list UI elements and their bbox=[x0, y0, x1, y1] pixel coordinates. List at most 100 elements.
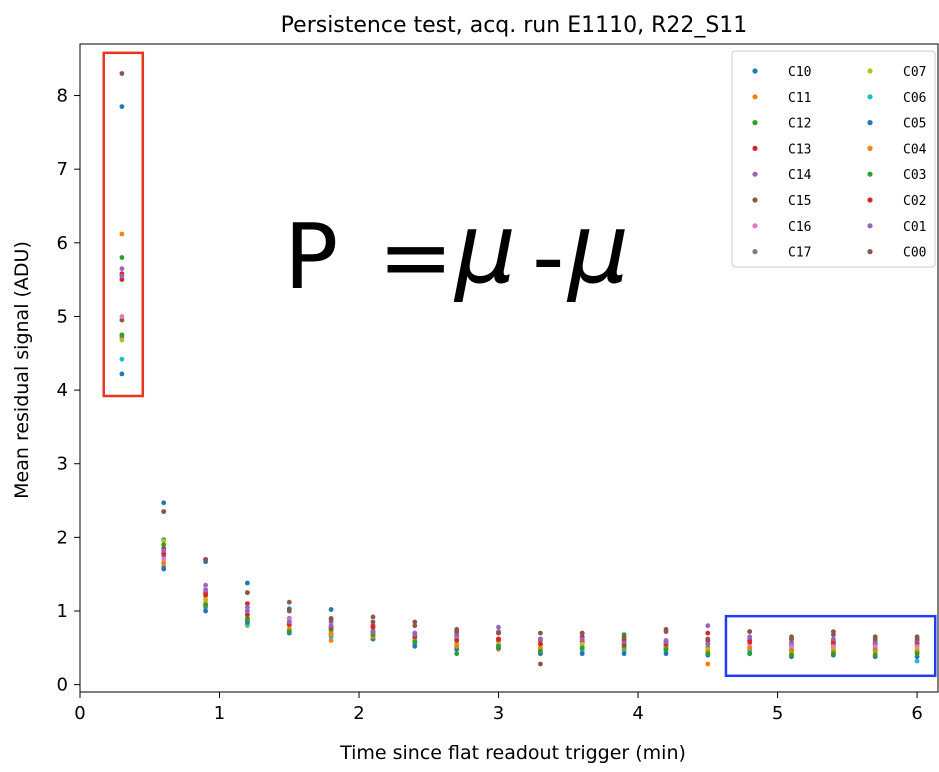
legend-marker bbox=[867, 120, 873, 126]
point-c14 bbox=[119, 266, 125, 271]
point-c03 bbox=[119, 332, 125, 338]
point-c04 bbox=[454, 643, 460, 649]
y-tick-label: 5 bbox=[57, 306, 68, 327]
legend-item-c14: C14 bbox=[752, 168, 812, 183]
legend-item-c04: C04 bbox=[867, 142, 927, 157]
point-c01 bbox=[831, 636, 836, 642]
point-c00 bbox=[286, 608, 292, 614]
legend-item-c07: C07 bbox=[867, 65, 926, 80]
point-c05 bbox=[119, 371, 125, 377]
point-c16 bbox=[161, 557, 167, 562]
legend-marker bbox=[867, 171, 873, 177]
point-c12 bbox=[119, 255, 125, 260]
point-c01 bbox=[412, 632, 418, 637]
point-c03 bbox=[872, 652, 878, 658]
legend-marker bbox=[752, 249, 758, 255]
x-tick-label: 2 bbox=[353, 703, 364, 724]
point-c16 bbox=[119, 314, 125, 319]
point-c10 bbox=[119, 104, 125, 109]
point-c05 bbox=[161, 566, 167, 572]
point-c06 bbox=[914, 658, 920, 664]
point-c01 bbox=[328, 623, 334, 629]
point-c14 bbox=[705, 623, 711, 629]
point-c07 bbox=[203, 597, 209, 603]
y-tick-label: 3 bbox=[57, 454, 68, 475]
point-c10 bbox=[161, 500, 167, 506]
point-c14 bbox=[245, 604, 250, 610]
legend-label: C14 bbox=[788, 168, 812, 183]
point-c10 bbox=[328, 607, 334, 612]
point-c01 bbox=[705, 641, 711, 647]
legend-label: C16 bbox=[788, 220, 811, 235]
legend-marker bbox=[752, 94, 758, 100]
legend-label: C10 bbox=[788, 65, 811, 80]
point-c00 bbox=[705, 636, 711, 642]
legend-marker bbox=[867, 145, 873, 151]
legend-marker bbox=[867, 197, 873, 203]
point-c15 bbox=[370, 614, 376, 620]
legend-label: C06 bbox=[903, 91, 926, 106]
point-c02 bbox=[370, 624, 376, 630]
legend-label: C05 bbox=[903, 117, 926, 132]
data-points bbox=[119, 71, 920, 667]
point-c00 bbox=[328, 617, 334, 623]
legend-marker bbox=[867, 68, 873, 74]
point-c03 bbox=[161, 542, 167, 548]
point-c07 bbox=[579, 641, 585, 647]
formula-annotation: P = μ - μ bbox=[284, 193, 629, 310]
highlight-boxes bbox=[102, 51, 937, 678]
legend-marker bbox=[752, 197, 758, 203]
legend-label: C12 bbox=[788, 117, 811, 132]
legend: C10 C11 C12 C13 C14 C15 C16 C17 C07 C06 C05 C04 C03 C… bbox=[731, 50, 936, 268]
x-tick-label: 4 bbox=[632, 703, 643, 724]
point-c03 bbox=[579, 645, 585, 651]
point-c02 bbox=[538, 641, 543, 647]
x-tick-label: 0 bbox=[74, 703, 85, 724]
point-c03 bbox=[789, 652, 794, 658]
point-c14 bbox=[203, 582, 209, 588]
legend-marker bbox=[867, 223, 873, 229]
legend-label: C17 bbox=[788, 246, 811, 261]
point-c03 bbox=[203, 602, 209, 608]
y-tick-label: 7 bbox=[57, 159, 68, 180]
point-c03 bbox=[747, 651, 753, 657]
point-c05 bbox=[579, 651, 585, 657]
legend-marker bbox=[752, 223, 758, 229]
legend-item-c01: C01 bbox=[867, 220, 926, 235]
point-c05 bbox=[621, 651, 627, 657]
legend-frame bbox=[731, 50, 936, 268]
point-c02 bbox=[496, 636, 501, 642]
point-c01 bbox=[663, 639, 669, 645]
point-c04 bbox=[789, 649, 794, 654]
y-tick-label: 1 bbox=[57, 601, 68, 622]
point-c03 bbox=[538, 649, 543, 654]
legend-item-c10: C10 bbox=[752, 65, 811, 80]
point-c02 bbox=[454, 638, 460, 643]
x-axis-label: Time since flat readout trigger (min) bbox=[339, 742, 686, 764]
x-tick-label: 3 bbox=[493, 703, 504, 724]
point-c03 bbox=[286, 629, 292, 634]
point-c00 bbox=[872, 636, 878, 642]
point-c03 bbox=[705, 651, 711, 657]
point-c04 bbox=[328, 632, 334, 637]
legend-label: C11 bbox=[788, 91, 811, 106]
legend-item-c16: C16 bbox=[752, 220, 811, 235]
legend-item-c13: C13 bbox=[752, 142, 811, 157]
legend-marker bbox=[752, 145, 758, 151]
legend-item-c03: C03 bbox=[867, 168, 926, 183]
point-c13 bbox=[705, 630, 711, 636]
legend-label: C15 bbox=[788, 194, 811, 209]
formula-p: P bbox=[284, 205, 338, 310]
point-c01 bbox=[286, 619, 292, 625]
point-c15 bbox=[538, 630, 543, 636]
point-c03 bbox=[496, 643, 501, 649]
formula-minus: - bbox=[532, 205, 564, 310]
point-c15 bbox=[412, 619, 418, 625]
point-c11 bbox=[328, 638, 334, 643]
point-c00 bbox=[831, 632, 836, 637]
point-c06 bbox=[119, 356, 125, 362]
legend-marker bbox=[752, 68, 758, 74]
legend-item-c17: C17 bbox=[752, 246, 811, 261]
legend-item-c05: C05 bbox=[867, 117, 926, 132]
